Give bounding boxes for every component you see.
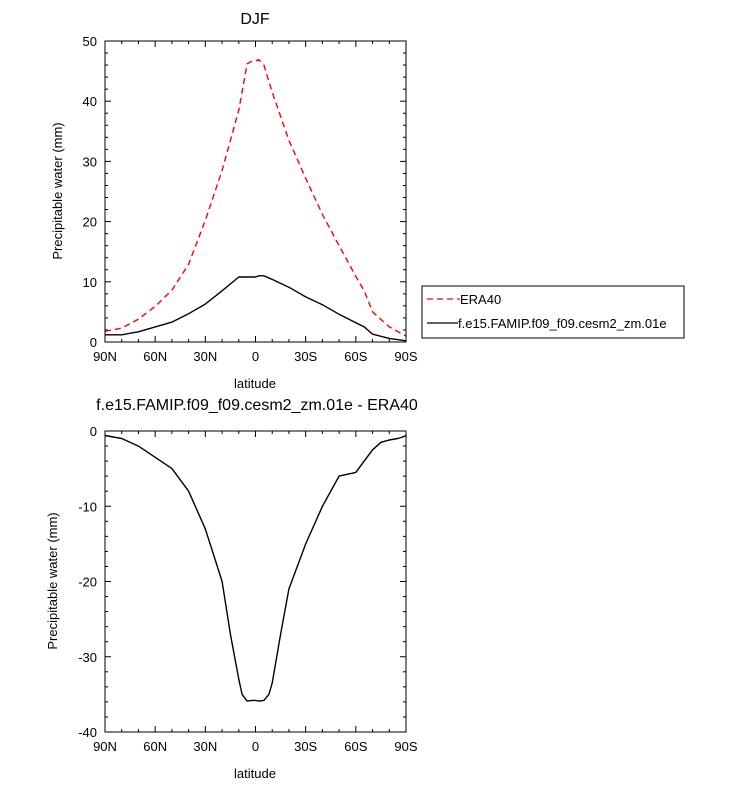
- bottom-x-tick-labels: 90N 60N 30N 0 30S 60S 90S: [93, 739, 418, 754]
- top-x-axis-label: latitude: [234, 376, 276, 391]
- top-series-line-1: [105, 275, 407, 342]
- bottom-x-tick-label: 0: [252, 739, 259, 754]
- bottom-y-tick-label: -40: [78, 725, 97, 740]
- top-x-tick-label: 60S: [344, 349, 367, 364]
- bottom-series-lines: [104, 434, 407, 702]
- bottom-x-axis-label: latitude: [234, 766, 276, 781]
- bottom-y-tick-labels: 0 -10 -20 -30 -40: [78, 424, 97, 740]
- top-series-lines: [104, 59, 407, 342]
- top-y-tick-label: 0: [90, 335, 97, 350]
- bottom-y-tick-label: 0: [90, 424, 97, 439]
- bottom-x-tick-label: 60N: [143, 739, 167, 754]
- top-y-tick-labels: 0 10 20 30 40 50: [83, 34, 97, 350]
- top-x-tick-label: 90N: [93, 349, 117, 364]
- top-x-tick-label: 60N: [143, 349, 167, 364]
- top-x-tick-label: 90S: [394, 349, 417, 364]
- bottom-series-line-0: [104, 434, 407, 702]
- top-series-line-0: [104, 59, 407, 337]
- top-panel-title: DJF: [240, 11, 270, 28]
- top-y-tick-label: 30: [83, 154, 97, 169]
- top-panel: DJF 90N 60N 30N 0 30S 60S 90S 0 10 20 30 40 50 lati…: [50, 11, 685, 391]
- bottom-x-tick-label: 90N: [93, 739, 117, 754]
- bottom-y-tick-label: -30: [78, 650, 97, 665]
- top-y-tick-label: 50: [83, 34, 97, 49]
- bottom-x-tick-label: 60S: [344, 739, 367, 754]
- top-axis-ticks: [104, 40, 407, 343]
- bottom-x-tick-label: 30S: [294, 739, 317, 754]
- bottom-plot-frame: [104, 430, 407, 733]
- bottom-y-tick-label: -10: [78, 499, 97, 514]
- top-x-tick-label: 0: [252, 349, 259, 364]
- legend-box: [421, 285, 685, 339]
- bottom-x-tick-label: 30N: [193, 739, 217, 754]
- bottom-y-tick-label: -20: [78, 575, 97, 590]
- top-y-tick-label: 40: [83, 94, 97, 109]
- top-y-tick-label: 10: [83, 275, 97, 290]
- bottom-panel: f.e15.FAMIP.f09_f09.cesm2_zm.01e - ERA40…: [45, 397, 418, 781]
- top-y-axis-label: Precipitable water (mm): [50, 122, 65, 259]
- top-x-tick-label: 30S: [294, 349, 317, 364]
- top-plot-frame: [104, 40, 407, 343]
- legend-model-label: f.e15.FAMIP.f09_f09.cesm2_zm.01e: [458, 316, 667, 331]
- top-x-tick-labels: 90N 60N 30N 0 30S 60S 90S: [93, 349, 418, 364]
- bottom-axis-ticks: [104, 430, 407, 733]
- legend-era40-label: ERA40: [460, 292, 501, 307]
- bottom-x-tick-label: 90S: [394, 739, 417, 754]
- bottom-panel-title: f.e15.FAMIP.f09_f09.cesm2_zm.01e - ERA40: [96, 397, 418, 414]
- bottom-y-axis-label: Precipitable water (mm): [45, 512, 60, 649]
- top-x-tick-label: 30N: [193, 349, 217, 364]
- legend: ERA40 f.e15.FAMIP.f09_f09.cesm2_zm.01e: [421, 285, 685, 339]
- top-y-tick-label: 20: [83, 215, 97, 230]
